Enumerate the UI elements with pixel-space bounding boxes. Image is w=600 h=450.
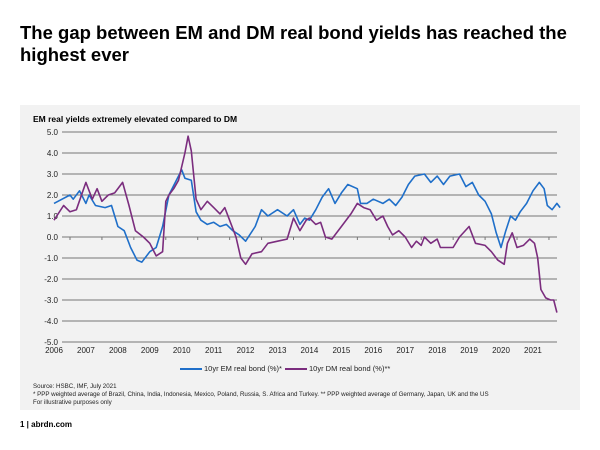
x-tick-label: 2014 bbox=[301, 346, 319, 355]
x-tick-label: 2020 bbox=[492, 346, 510, 355]
y-tick-label: -3.0 bbox=[44, 296, 58, 305]
x-tick-label: 2017 bbox=[396, 346, 414, 355]
y-tick-label: -5.0 bbox=[44, 338, 58, 347]
x-tick-label: 2006 bbox=[45, 346, 63, 355]
y-tick-label: 1.0 bbox=[47, 212, 59, 221]
y-tick-label: 5.0 bbox=[47, 128, 59, 137]
y-tick-label: -4.0 bbox=[44, 317, 58, 326]
series-line-dm bbox=[53, 135, 558, 313]
x-tick-label: 2016 bbox=[364, 346, 382, 355]
x-tick-label: 2018 bbox=[428, 346, 446, 355]
y-tick-label: 0.0 bbox=[47, 233, 59, 242]
x-tick-label: 2015 bbox=[332, 346, 350, 355]
legend-label-em: 10yr EM real bond (%)* bbox=[204, 364, 282, 373]
y-tick-label: 3.0 bbox=[47, 170, 59, 179]
x-tick-label: 2008 bbox=[109, 346, 127, 355]
legend-swatch-em bbox=[180, 367, 202, 370]
x-tick-label: 2011 bbox=[205, 346, 223, 355]
x-tick-label: 2007 bbox=[77, 346, 95, 355]
x-tick-label: 2021 bbox=[524, 346, 542, 355]
y-tick-label: -1.0 bbox=[44, 254, 58, 263]
source-note: Source: HSBC, IMF, July 2021 bbox=[33, 383, 117, 390]
legend-item-em: 10yr EM real bond (%)* bbox=[180, 364, 282, 373]
y-tick-label: 2.0 bbox=[47, 191, 59, 200]
y-tick-label: -2.0 bbox=[44, 275, 58, 284]
x-tick-label: 2013 bbox=[269, 346, 287, 355]
x-tick-label: 2010 bbox=[173, 346, 191, 355]
disclaimer: For illustrative purposes only bbox=[33, 399, 112, 406]
x-tick-label: 2012 bbox=[237, 346, 255, 355]
legend-swatch-dm bbox=[285, 367, 307, 370]
x-tick-label: 2019 bbox=[460, 346, 478, 355]
series-line-em bbox=[53, 169, 561, 263]
chart-title: EM real yields extremely elevated compar… bbox=[33, 114, 238, 124]
legend-label-dm: 10yr DM real bond (%)** bbox=[309, 364, 391, 373]
page-footer: 1 | abrdn.com bbox=[20, 420, 73, 429]
legend-item-dm: 10yr DM real bond (%)** bbox=[285, 364, 390, 373]
y-tick-label: 4.0 bbox=[47, 149, 59, 158]
page-title: The gap between EM and DM real bond yiel… bbox=[20, 22, 567, 65]
x-tick-label: 2009 bbox=[141, 346, 159, 355]
footnote: * PPP weighted average of Brazil, China,… bbox=[33, 391, 489, 398]
